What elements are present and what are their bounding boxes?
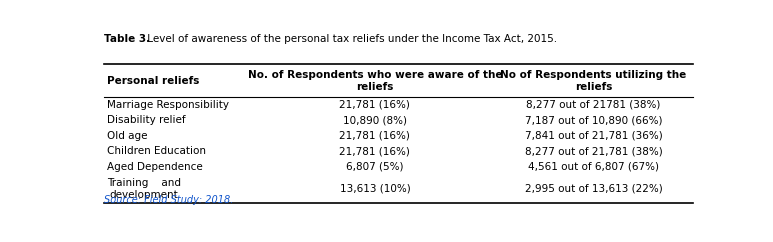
Text: 6,807 (5%): 6,807 (5%) bbox=[346, 162, 404, 172]
Text: Training    and
development: Training and development bbox=[107, 178, 181, 200]
Text: 7,841 out of 21,781 (36%): 7,841 out of 21,781 (36%) bbox=[525, 131, 662, 141]
Text: Personal reliefs: Personal reliefs bbox=[107, 76, 199, 86]
Text: 4,561 out of 6,807 (67%): 4,561 out of 6,807 (67%) bbox=[528, 162, 659, 172]
Text: 13,613 (10%): 13,613 (10%) bbox=[339, 184, 410, 194]
Text: Source: Field Study: 2018.: Source: Field Study: 2018. bbox=[104, 195, 233, 205]
Text: 21,781 (16%): 21,781 (16%) bbox=[339, 131, 410, 141]
Text: 10,890 (8%): 10,890 (8%) bbox=[343, 115, 407, 125]
Text: Marriage Responsibility: Marriage Responsibility bbox=[107, 100, 229, 110]
Text: Disability relief: Disability relief bbox=[107, 115, 186, 125]
Text: Level of awareness of the personal tax reliefs under the Income Tax Act, 2015.: Level of awareness of the personal tax r… bbox=[144, 34, 557, 44]
Text: No of Respondents utilizing the
reliefs: No of Respondents utilizing the reliefs bbox=[500, 70, 686, 91]
Text: 8,277 out of 21,781 (38%): 8,277 out of 21,781 (38%) bbox=[525, 146, 662, 156]
Text: 21,781 (16%): 21,781 (16%) bbox=[339, 100, 410, 110]
Text: No. of Respondents who were aware of the
reliefs: No. of Respondents who were aware of the… bbox=[247, 70, 502, 91]
Text: Table 3.: Table 3. bbox=[104, 34, 150, 44]
Text: Aged Dependence: Aged Dependence bbox=[107, 162, 203, 172]
Text: 7,187 out of 10,890 (66%): 7,187 out of 10,890 (66%) bbox=[525, 115, 662, 125]
Text: 8,277 out of 21781 (38%): 8,277 out of 21781 (38%) bbox=[526, 100, 661, 110]
Text: 2,995 out of 13,613 (22%): 2,995 out of 13,613 (22%) bbox=[525, 184, 662, 194]
Text: Old age: Old age bbox=[107, 131, 148, 141]
Text: Children Education: Children Education bbox=[107, 146, 206, 156]
Text: 21,781 (16%): 21,781 (16%) bbox=[339, 146, 410, 156]
